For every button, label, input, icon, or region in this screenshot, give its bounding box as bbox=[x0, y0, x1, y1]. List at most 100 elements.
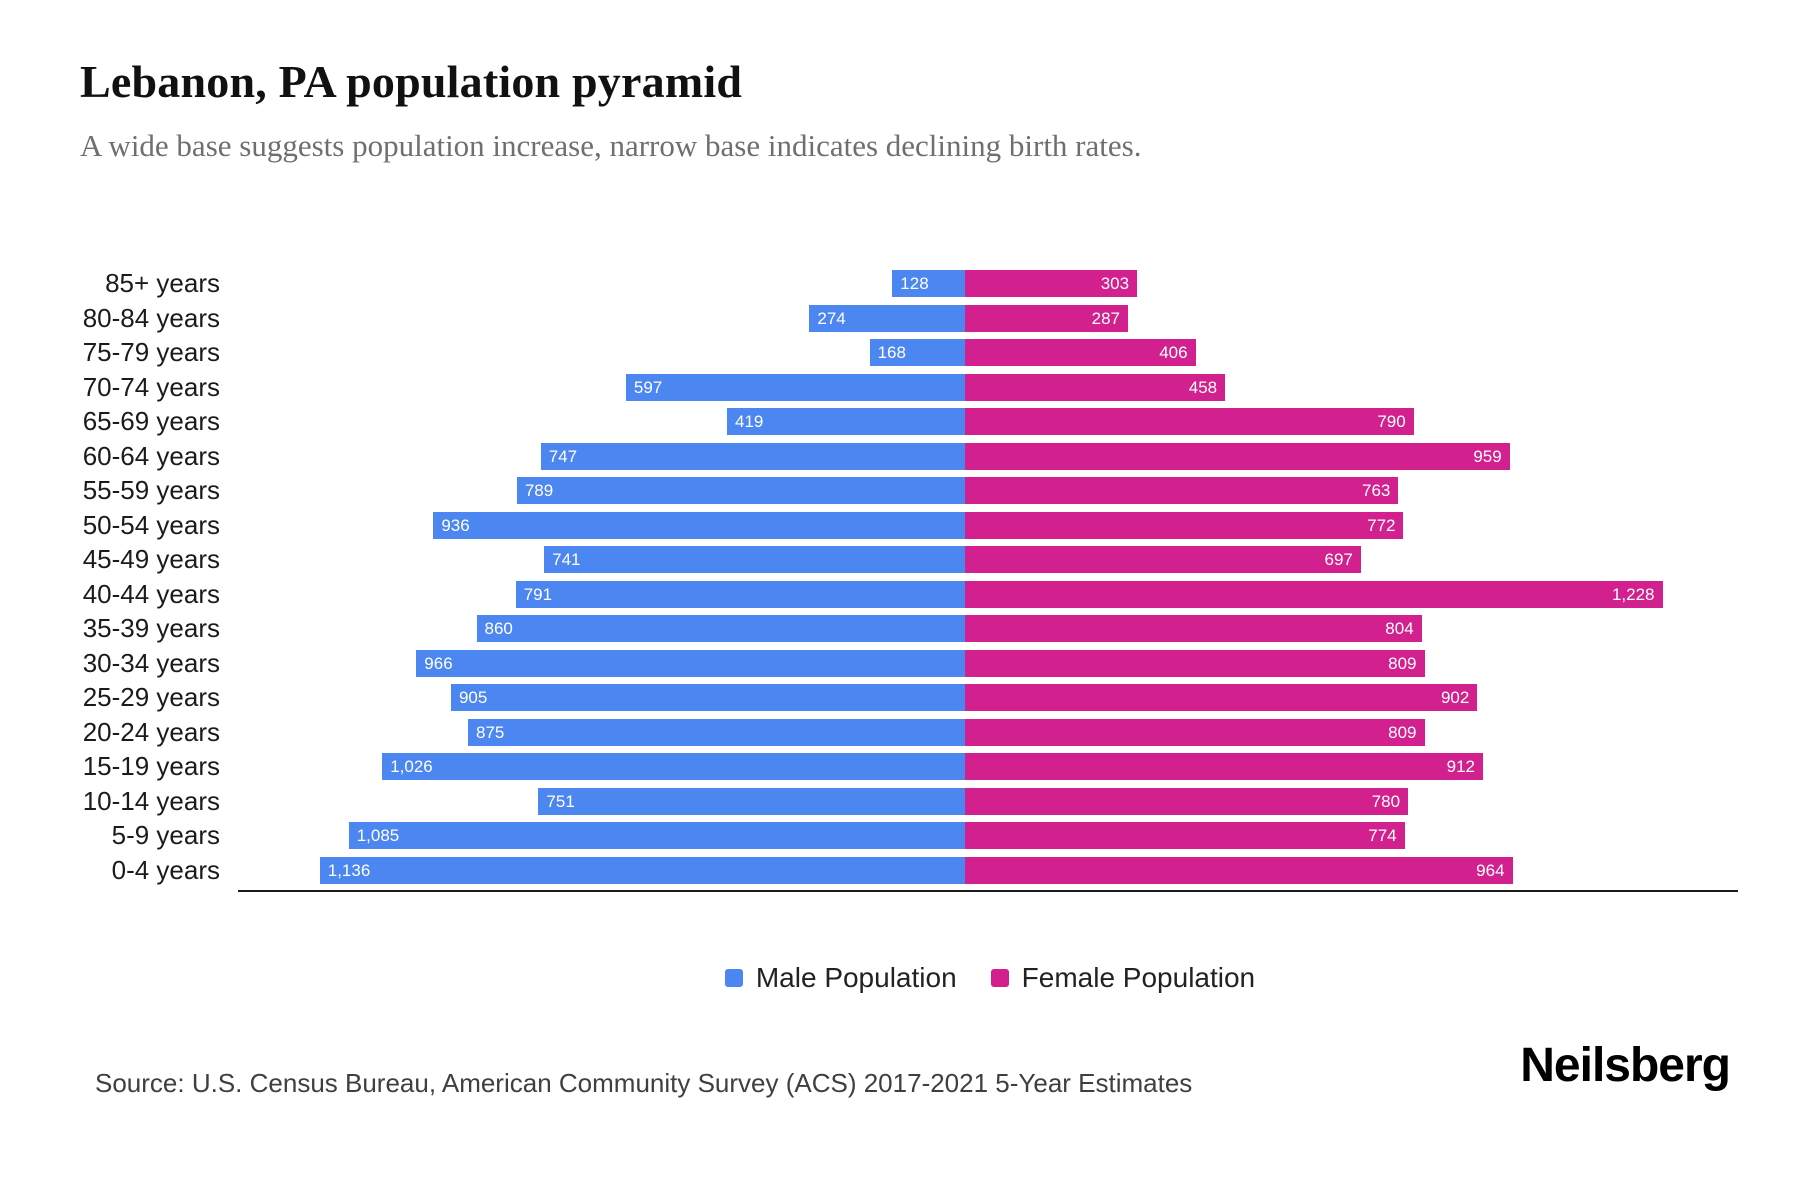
age-label: 65-69 years bbox=[82, 406, 220, 436]
male-bar-value: 1,136 bbox=[327, 860, 371, 880]
male-bar-value: 860 bbox=[484, 619, 513, 638]
male-bar-value: 128 bbox=[900, 274, 929, 293]
male-bar: 936 bbox=[433, 511, 965, 539]
age-label: 35-39 years bbox=[82, 613, 220, 643]
male-bar: 1,026 bbox=[382, 753, 965, 780]
male-bar-value: 875 bbox=[476, 722, 505, 742]
age-label: 40-44 years bbox=[82, 578, 220, 609]
female-bar-value: 780 bbox=[1371, 791, 1401, 811]
female-bar-value: 809 bbox=[1388, 722, 1417, 742]
male-bar-value: 905 bbox=[458, 688, 488, 707]
female-bar-value: 790 bbox=[1377, 412, 1406, 431]
male-bar: 905 bbox=[450, 684, 965, 711]
female-bar: 809 bbox=[965, 649, 1425, 677]
female-swatch-icon bbox=[990, 969, 1009, 987]
female-bar: 804 bbox=[965, 615, 1422, 642]
male-bar: 419 bbox=[727, 408, 965, 435]
female-bar-value: 406 bbox=[1159, 343, 1188, 362]
male-swatch-icon bbox=[724, 969, 743, 987]
age-label: 0-4 years bbox=[111, 854, 220, 885]
page-title: Lebanon, PA population pyramid bbox=[80, 56, 743, 107]
age-label: 15-19 years bbox=[82, 751, 220, 781]
male-bar: 741 bbox=[544, 546, 965, 573]
female-bar-value: 902 bbox=[1440, 688, 1470, 707]
male-bar-value: 168 bbox=[877, 343, 906, 362]
male-bar: 860 bbox=[476, 615, 965, 642]
female-bar: 772 bbox=[965, 511, 1404, 539]
page-subtitle: A wide base suggests population increase… bbox=[80, 128, 1142, 163]
female-bar-value: 303 bbox=[1100, 274, 1130, 293]
age-label: 50-54 years bbox=[82, 509, 220, 540]
female-bar-value: 774 bbox=[1368, 826, 1397, 845]
male-bar-value: 789 bbox=[524, 481, 554, 500]
female-bar: 697 bbox=[965, 546, 1361, 573]
male-bar: 751 bbox=[538, 787, 965, 815]
female-bar-value: 458 bbox=[1188, 377, 1218, 397]
female-bar-value: 763 bbox=[1362, 481, 1391, 500]
female-bar: 458 bbox=[965, 373, 1226, 401]
male-bar: 597 bbox=[625, 373, 965, 401]
age-label: 45-49 years bbox=[82, 544, 220, 574]
neilsberg-logo: Neilsberg bbox=[1520, 1039, 1731, 1092]
male-bar-value: 1,026 bbox=[390, 757, 433, 776]
male-bar-value: 1,085 bbox=[356, 826, 400, 845]
female-bar: 287 bbox=[965, 304, 1129, 332]
male-bar-value: 597 bbox=[633, 377, 663, 397]
legend-item-male: Male Population bbox=[724, 962, 957, 994]
female-bar-value: 287 bbox=[1091, 308, 1121, 328]
female-bar: 790 bbox=[965, 408, 1414, 435]
female-bar-value: 1,228 bbox=[1611, 584, 1655, 604]
female-bar: 809 bbox=[965, 718, 1425, 746]
chart-legend: Male Population Female Population bbox=[240, 962, 1740, 994]
legend-item-female: Female Population bbox=[990, 962, 1256, 994]
x-axis-line bbox=[238, 890, 1738, 892]
male-bar: 966 bbox=[416, 649, 965, 677]
male-bar: 274 bbox=[809, 304, 965, 332]
age-label: 60-64 years bbox=[82, 440, 220, 471]
age-label: 30-34 years bbox=[82, 647, 220, 678]
male-bar-value: 966 bbox=[424, 653, 453, 673]
male-bar-value: 751 bbox=[546, 791, 575, 811]
female-bar: 780 bbox=[965, 787, 1409, 815]
age-label: 20-24 years bbox=[82, 716, 220, 747]
female-bar: 959 bbox=[965, 442, 1510, 470]
female-bar: 763 bbox=[965, 477, 1399, 504]
male-bar: 128 bbox=[892, 270, 965, 297]
male-bar: 747 bbox=[540, 442, 965, 470]
female-bar: 774 bbox=[965, 822, 1405, 849]
male-bar: 791 bbox=[515, 580, 965, 608]
female-bar: 1,228 bbox=[965, 580, 1663, 608]
female-bar-value: 912 bbox=[1446, 757, 1476, 776]
female-bar-value: 959 bbox=[1473, 446, 1502, 466]
age-label: 80-84 years bbox=[82, 302, 220, 333]
legend-label-male: Male Population bbox=[755, 962, 957, 993]
source-text: Source: U.S. Census Bureau, American Com… bbox=[95, 1068, 1193, 1098]
legend-label-female: Female Population bbox=[1021, 962, 1256, 993]
age-label: 10-14 years bbox=[82, 785, 220, 816]
male-bar: 168 bbox=[869, 339, 965, 366]
female-bar: 406 bbox=[965, 339, 1196, 366]
male-bar-value: 419 bbox=[735, 412, 764, 431]
age-label: 70-74 years bbox=[82, 371, 220, 402]
age-label: 25-29 years bbox=[82, 682, 220, 712]
age-label: 75-79 years bbox=[82, 337, 220, 367]
male-bar-value: 741 bbox=[552, 550, 581, 569]
male-bar: 1,136 bbox=[319, 856, 965, 884]
female-bar-value: 772 bbox=[1367, 515, 1396, 535]
male-bar: 875 bbox=[468, 718, 965, 746]
age-label: 85+ years bbox=[105, 268, 220, 298]
female-bar: 964 bbox=[965, 856, 1513, 884]
male-bar-value: 274 bbox=[817, 308, 846, 328]
female-bar: 902 bbox=[965, 684, 1478, 711]
male-bar-value: 747 bbox=[548, 446, 578, 466]
female-bar: 912 bbox=[965, 753, 1484, 780]
male-bar-value: 936 bbox=[441, 515, 470, 535]
female-bar-value: 809 bbox=[1388, 653, 1417, 673]
female-bar-value: 804 bbox=[1385, 619, 1414, 638]
female-bar-value: 964 bbox=[1476, 860, 1505, 880]
male-bar: 789 bbox=[516, 477, 965, 504]
age-label: 55-59 years bbox=[82, 475, 220, 505]
age-label: 5-9 years bbox=[111, 820, 220, 850]
